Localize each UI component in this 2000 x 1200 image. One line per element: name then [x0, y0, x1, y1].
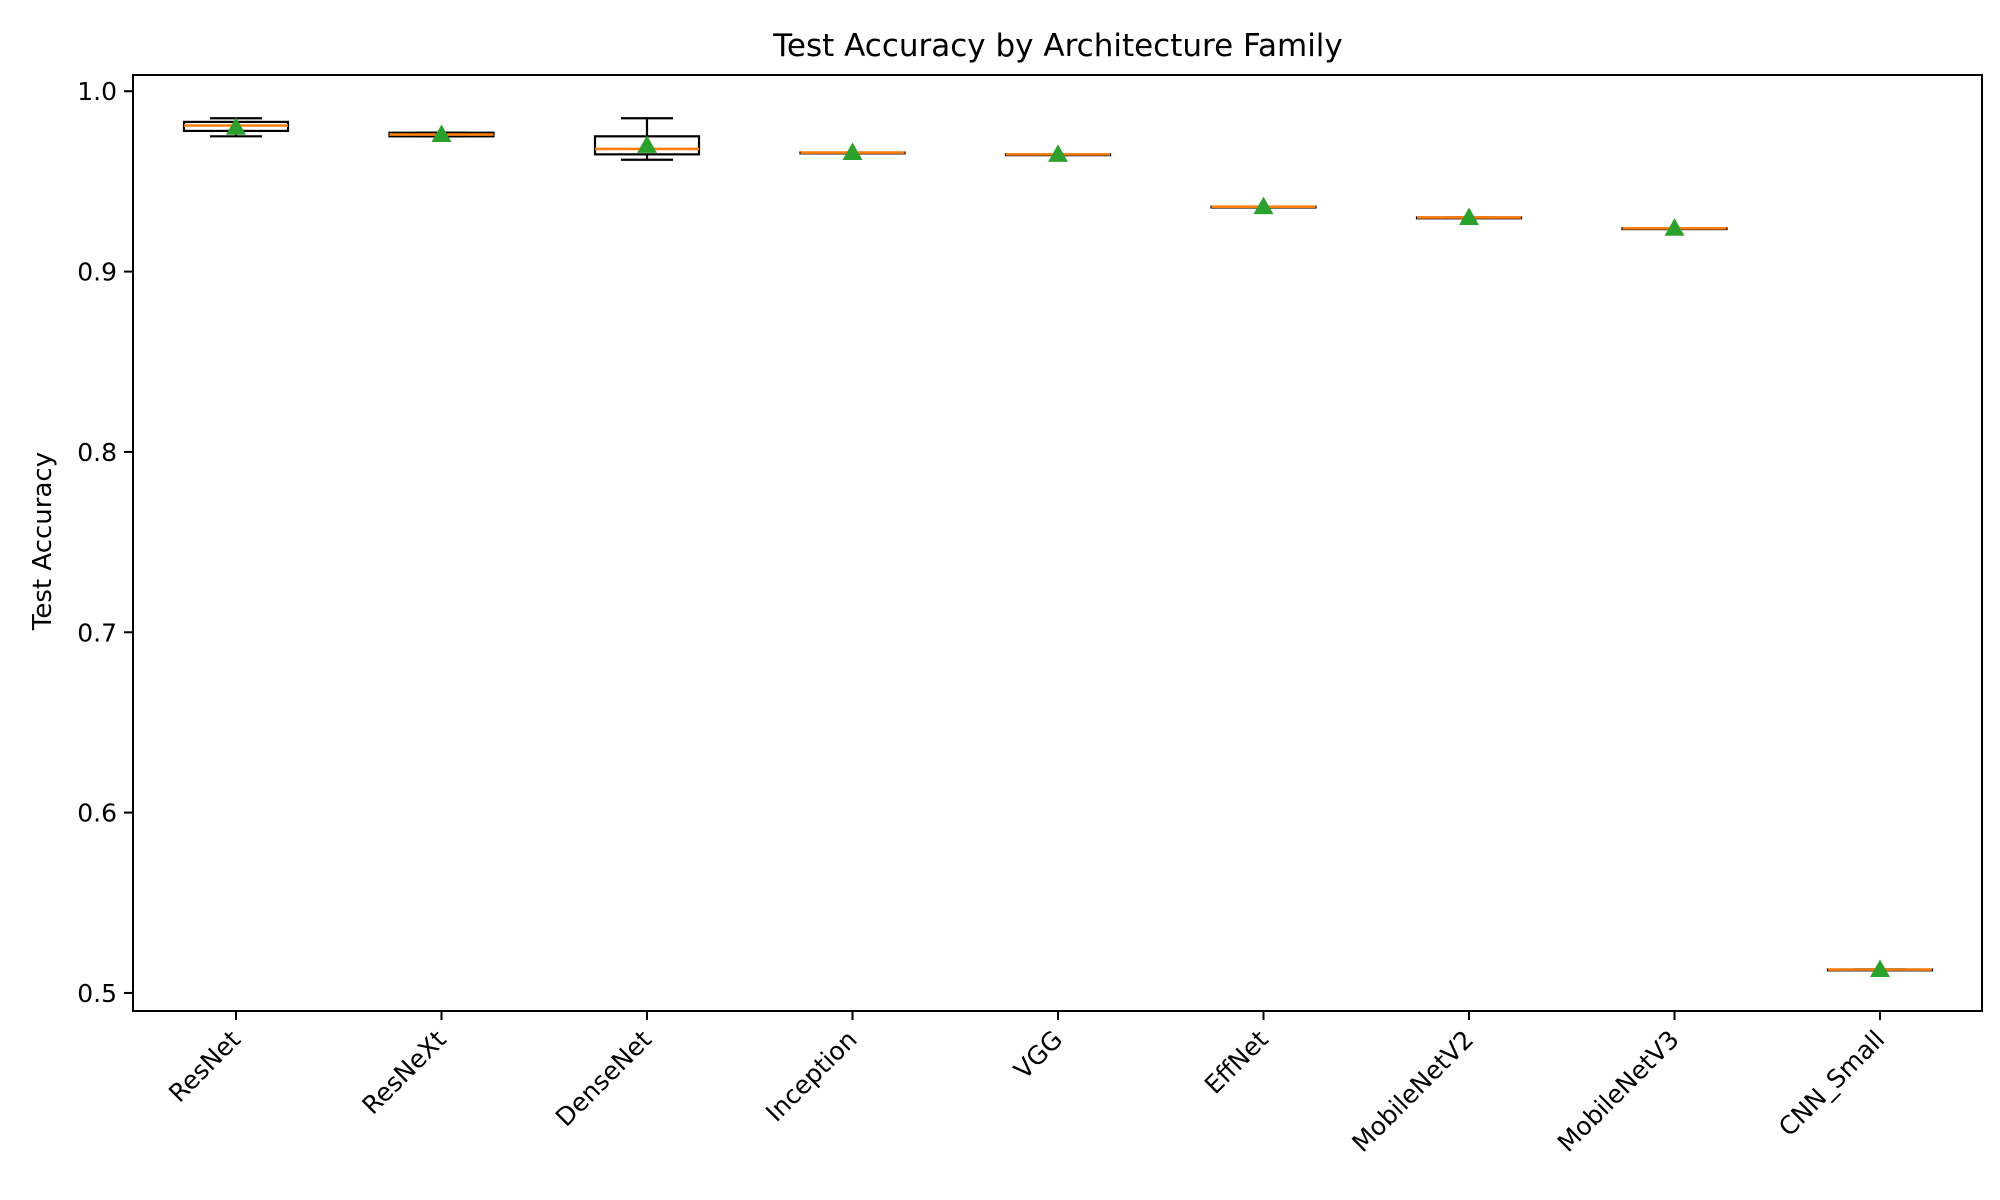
mean-marker	[842, 142, 863, 161]
mean-marker	[431, 124, 452, 143]
mean-marker	[1253, 196, 1274, 215]
plot-area: 0.5 0.6 0.7 0.8 0.9 1.0 ResNet ResNeXt DenseNet I…	[77, 77, 1934, 1158]
y-tick-label: 0.9	[77, 258, 117, 287]
y-tick-label: 1.0	[77, 77, 117, 106]
y-tick-label: 0.8	[77, 438, 117, 467]
x-tick-label: MobileNetV2	[1346, 1025, 1479, 1158]
x-tick-label: Inception	[760, 1025, 863, 1128]
y-tick-label: 0.7	[77, 618, 117, 647]
y-axis-label: Test Accuracy	[28, 452, 58, 631]
x-tick-label: ResNeXt	[357, 1025, 452, 1120]
x-tick-label: CNN_Small	[1773, 1025, 1890, 1142]
x-tick-label: EffNet	[1199, 1025, 1274, 1100]
x-tick-label: MobileNetV3	[1552, 1025, 1685, 1158]
mean-marker	[1870, 959, 1890, 978]
mean-marker	[226, 117, 246, 135]
y-tick-label: 0.6	[77, 799, 117, 828]
plot-frame	[132, 74, 1983, 1012]
y-tick-label: 0.5	[77, 979, 117, 1008]
mean-marker	[1664, 218, 1685, 236]
x-tick-label: VGG	[1008, 1025, 1068, 1085]
x-tick-label: ResNet	[163, 1025, 246, 1108]
mean-marker	[1459, 207, 1479, 225]
mean-marker	[1048, 144, 1068, 162]
mean-marker	[637, 135, 657, 153]
x-tick-label: DenseNet	[550, 1025, 657, 1132]
chart-title: Test Accuracy by Architecture Family	[772, 28, 1343, 64]
